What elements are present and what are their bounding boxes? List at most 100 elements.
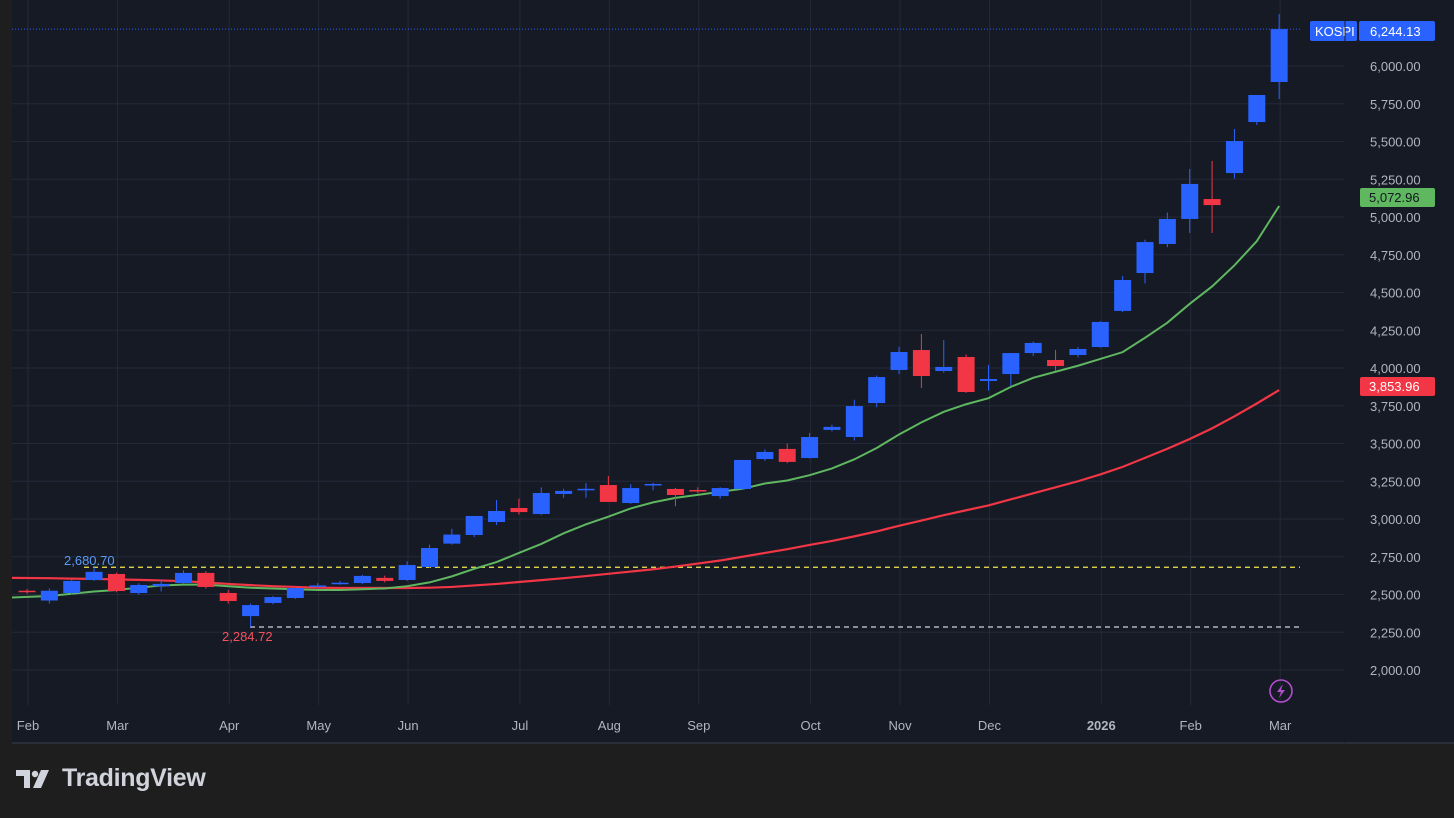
candle [689, 487, 707, 494]
candle-body [130, 584, 148, 593]
candle [912, 334, 930, 388]
lightning-icon[interactable] [1269, 679, 1293, 703]
price-axis[interactable]: 2,000.00 2,250.00 2,500.00 2,750.00 3,000.00… [1370, 59, 1421, 678]
candle [1203, 160, 1221, 234]
y-tick-label: 2,250.00 [1370, 625, 1421, 640]
candle [286, 586, 304, 600]
candle [1114, 275, 1132, 313]
candle-body [1091, 321, 1109, 348]
candle [376, 575, 394, 583]
candle-body [1248, 94, 1266, 123]
candle-body [1158, 218, 1176, 245]
y-tick-label: 2,750.00 [1370, 550, 1421, 565]
symbol-label: KOSPI [1315, 24, 1355, 39]
candle-body [622, 488, 640, 503]
x-tick-label: Apr [219, 718, 240, 733]
tradingview-logo[interactable]: TradingView [14, 764, 206, 793]
ma-fast-badge: 5,072.96 [1360, 188, 1435, 207]
candle [711, 487, 729, 499]
candle-body [868, 377, 886, 404]
candle-body [979, 379, 997, 381]
chart-background [12, 0, 1454, 743]
candle-body [40, 590, 58, 601]
x-tick-label: Nov [888, 718, 912, 733]
candle [823, 424, 841, 432]
candle [331, 580, 349, 585]
time-axis[interactable]: Feb Mar Apr May Jun Jul Aug Sep Oct Nov Dec 2026 Feb… [17, 718, 1292, 733]
candle [890, 346, 908, 375]
candle [577, 483, 595, 498]
candle [1091, 321, 1109, 348]
candle [309, 583, 327, 588]
x-tick-label: Dec [978, 718, 1002, 733]
candle-body [599, 485, 617, 502]
x-tick-label: May [306, 718, 331, 733]
candle [868, 375, 886, 408]
y-tick-label: 3,250.00 [1370, 474, 1421, 489]
x-tick-label: Aug [598, 718, 621, 733]
candle-body [734, 459, 752, 489]
x-tick-label: Mar [106, 718, 129, 733]
y-tick-label: 5,500.00 [1370, 135, 1421, 150]
x-tick-label: 2026 [1087, 718, 1116, 733]
candle [1225, 128, 1243, 179]
candle-body [555, 490, 573, 494]
x-tick-label: Feb [1180, 718, 1202, 733]
candle [935, 340, 953, 373]
candle [644, 482, 662, 491]
candle [756, 449, 774, 461]
candle [152, 579, 170, 592]
candle-body [465, 515, 483, 536]
candle-body [756, 451, 774, 460]
candle-body [912, 350, 930, 377]
ma-slow-value: 3,853.96 [1369, 379, 1420, 394]
candle-body [242, 605, 260, 617]
candle [420, 544, 438, 569]
candle-body [443, 534, 461, 544]
candle-body [197, 572, 215, 587]
candle-body [689, 490, 707, 492]
candle [555, 488, 573, 498]
y-tick-label: 3,500.00 [1370, 437, 1421, 452]
candle-body [85, 571, 103, 581]
candle-body [1270, 29, 1288, 83]
candle [465, 515, 483, 538]
candle-body [845, 406, 863, 438]
candle-body [644, 483, 662, 486]
candle [1136, 239, 1154, 284]
x-tick-label: Feb [17, 718, 39, 733]
y-tick-label: 3,750.00 [1370, 399, 1421, 414]
kospi-weekly-chart[interactable]: 2,000.00 2,250.00 2,500.00 2,750.00 3,000.00… [0, 0, 1454, 745]
candle-body [711, 488, 729, 497]
candle [18, 589, 36, 594]
x-tick-label: Jun [398, 718, 419, 733]
candle [1047, 349, 1065, 372]
candle [666, 488, 684, 507]
candle [242, 603, 260, 627]
candle [63, 579, 81, 595]
candle-body [935, 366, 953, 372]
candle-body [1002, 353, 1020, 375]
candle [1181, 168, 1199, 234]
candle-body [577, 488, 595, 491]
candle [778, 443, 796, 464]
y-tick-label: 5,000.00 [1370, 210, 1421, 225]
candle-body [107, 573, 125, 592]
candle-body [1114, 279, 1132, 311]
candle [801, 432, 819, 459]
moving-averages [11, 205, 1281, 599]
last-price-label: 6,244.13 [1370, 24, 1421, 39]
candle-body [510, 507, 528, 513]
tradingview-logo-icon [16, 769, 49, 788]
ma-fast-value: 5,072.96 [1369, 190, 1420, 205]
y-tick-label: 5,250.00 [1370, 172, 1421, 187]
ma-slow-line [11, 389, 1280, 590]
candle [734, 459, 752, 490]
candle [40, 588, 58, 604]
y-tick-label: 4,250.00 [1370, 323, 1421, 338]
candle [532, 487, 550, 516]
candle [353, 574, 371, 584]
candle [219, 589, 237, 604]
candle [599, 475, 617, 502]
y-tick-label: 5,750.00 [1370, 97, 1421, 112]
